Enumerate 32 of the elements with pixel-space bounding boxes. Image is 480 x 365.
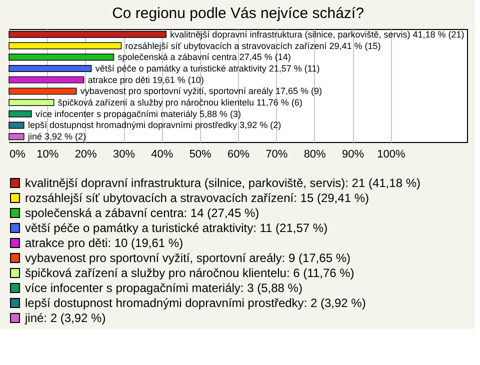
legend-label: větší péče o památky a turistické atraktivity: 11 (21,57 %) (25, 221, 328, 235)
category-label: větší péče o památky a turistické atraktivity 21,57 % (11) (95, 63, 320, 74)
x-tick-label: 90% (342, 148, 364, 160)
x-tick-label: 10% (36, 148, 59, 160)
legend-label: špičková zařízení a služby pro náročnou klientelu: 6 (11,76 %) (25, 266, 354, 280)
x-tick-label: 50% (189, 148, 212, 160)
x-tick-label: 30% (112, 148, 136, 160)
category-label: společenská a zábavní centra 27,45 % (14) (118, 52, 291, 62)
x-tick-label: 80% (304, 148, 326, 160)
x-tick-label: 0% (10, 148, 26, 160)
category-label: kvalitnější dopravní infrastruktura (silnice, parkoviště, servis) 41,18 % (21) (170, 29, 464, 40)
category-label: atrakce pro děti 19,61 % (10) (88, 74, 204, 85)
legend-label: společenská a zábavní centra: 14 (27,45 %) (25, 206, 260, 220)
legend-label: rozsáhlejší síť ubytovacích a stravovacích zařízení: 15 (29,41 %) (25, 191, 369, 205)
x-tick-label: 20% (74, 148, 98, 160)
legend-label: atrakce pro děti: 10 (19,61 %) (25, 236, 184, 250)
x-tick-label: 40% (151, 148, 174, 160)
legend-label: kvalitnější dopravní infrastruktura (silnice, parkoviště, servis): 21 (41,18 %) (25, 176, 420, 190)
legend-label: jiné: 2 (3,92 %) (24, 311, 106, 325)
category-label: rozsáhlejší síť ubytovacích a stravovacích zařízení 29,41 % (15) (125, 40, 381, 51)
category-label: špičková zařízení a služby pro náročnou klientelu 11,76 % (6) (58, 98, 302, 108)
category-label: jiné 3,92 % (2) (28, 132, 86, 142)
x-tick-label: 70% (266, 148, 288, 160)
category-label: více infocenter s propagačními materiály 5,88 % (3) (35, 108, 242, 119)
x-tick-label: 60% (227, 148, 250, 160)
x-tick-label: 100% (377, 148, 406, 160)
category-label: lepší dostupnost hromadnými dopravními prostředky 3,92 % (2) (28, 120, 282, 130)
legend-label: vybavenost pro sportovní vyžití, sportovní areály: 9 (17,65 %) (25, 251, 350, 265)
chart-title: Co regionu podle Vás nejvíce schází? (112, 5, 364, 22)
legend-label: více infocenter s propagačními materiály: 3 (5,88 %) (25, 281, 302, 295)
legend-label: lepší dostupnost hromadnými dopravními prostředky: 2 (3,92 %) (25, 296, 366, 310)
category-label: vybavenost pro sportovní vyžití, sportovní areály 17,65 % (9) (80, 86, 322, 96)
